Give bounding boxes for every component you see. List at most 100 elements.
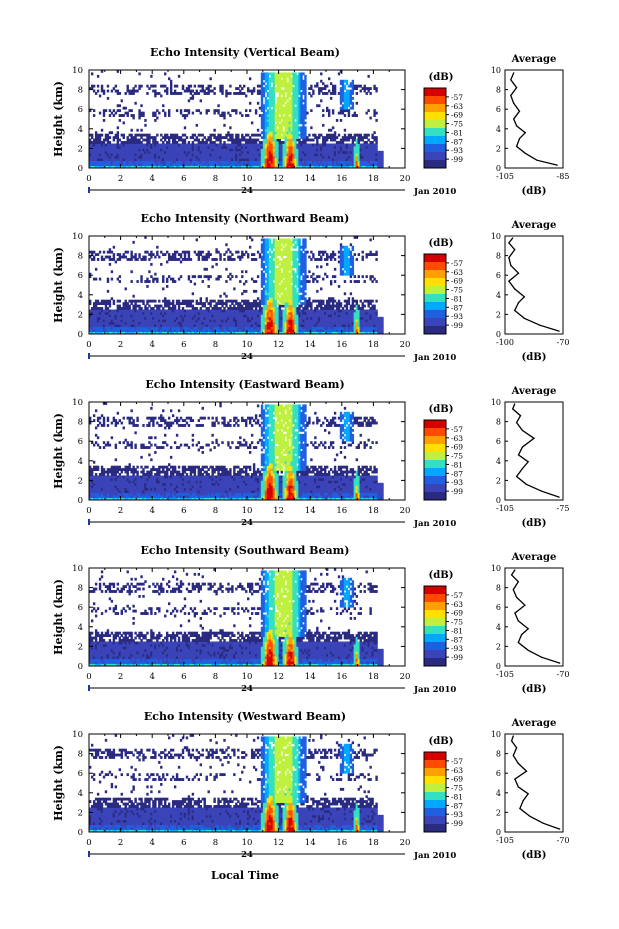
- heatmap-cell: [154, 84, 157, 88]
- heatmap-cell: [110, 111, 114, 115]
- heatmap-cell: [211, 311, 214, 315]
- heatmap-cell: [227, 314, 230, 318]
- heatmap-cell: [314, 148, 317, 152]
- heatmap-cell: [365, 158, 368, 162]
- heatmap-cell: [156, 148, 159, 152]
- heatmap-cell: [331, 89, 335, 93]
- y-axis-title: Height (km): [52, 81, 65, 157]
- heatmap-cell: [341, 150, 345, 154]
- heatmap-cell: [116, 126, 120, 130]
- heatmap-cell: [108, 109, 112, 113]
- heatmap-cell: [193, 92, 197, 95]
- heatmap-cell: [132, 145, 135, 149]
- heatmap-cell: [270, 99, 274, 103]
- heatmap-cell: [225, 133, 228, 137]
- heatmap-cell: [173, 326, 177, 330]
- heatmap-cell: [207, 153, 210, 157]
- heatmap-cell: [126, 319, 129, 323]
- heatmap-cell: [134, 255, 137, 259]
- heatmap-cell: [215, 314, 218, 318]
- heatmap-cell: [288, 141, 291, 144]
- heatmap-cell: [365, 111, 368, 115]
- heatmap-cell: [152, 165, 155, 169]
- heatmap-cell: [92, 109, 96, 113]
- heatmap-cell: [341, 158, 345, 162]
- heatmap-cell: [272, 160, 276, 164]
- heatmap-cell: [94, 165, 98, 169]
- heatmap-cell: [215, 109, 218, 113]
- heatmap-cell: [136, 141, 139, 144]
- heatmap-cell: [132, 150, 135, 154]
- heatmap-cell: [138, 116, 141, 120]
- heatmap-cell: [335, 153, 339, 157]
- heatmap-cell: [132, 92, 135, 95]
- heatmap-cell: [245, 155, 248, 159]
- heatmap-cell: [152, 311, 155, 315]
- heatmap-cell: [205, 326, 208, 330]
- profile-point: [513, 72, 515, 74]
- heatmap-cell: [304, 111, 307, 115]
- heatmap-cell: [187, 329, 191, 332]
- heatmap-cell: [333, 163, 337, 166]
- heatmap-cell: [102, 309, 106, 313]
- heatmap-cell: [288, 84, 291, 88]
- heatmap-cell: [213, 111, 216, 115]
- heatmap-cell: [345, 153, 349, 157]
- heatmap-cell: [250, 160, 254, 164]
- heatmap-cell: [223, 321, 226, 325]
- heatmap-cell: [268, 101, 272, 105]
- heatmap-cell: [258, 331, 262, 335]
- heatmap-cell: [144, 314, 147, 318]
- heatmap-cell: [243, 331, 246, 335]
- heatmap-cell: [217, 311, 220, 315]
- heatmap-cell: [136, 155, 139, 159]
- heatmap-cell: [177, 309, 181, 313]
- heatmap-cell: [183, 145, 187, 149]
- heatmap-cell: [175, 324, 179, 328]
- heatmap-cell: [175, 299, 179, 303]
- heatmap-cell: [168, 253, 171, 256]
- heatmap-cell: [164, 309, 167, 313]
- heatmap-cell: [158, 160, 161, 164]
- heatmap-cell: [327, 111, 331, 115]
- heatmap-cell: [351, 158, 355, 162]
- heatmap-cell: [314, 133, 317, 137]
- heatmap-cell: [221, 163, 224, 166]
- heatmap-cell: [268, 143, 272, 147]
- heatmap-cell: [187, 148, 191, 152]
- heatmap-cell: [223, 143, 226, 147]
- heatmap-cell: [183, 160, 187, 164]
- heatmap-cell: [316, 160, 319, 164]
- heatmap-cell: [227, 111, 230, 115]
- heatmap-cell: [217, 331, 220, 335]
- heatmap-cell: [272, 82, 276, 86]
- heatmap-cell: [138, 72, 141, 76]
- heatmap-cell: [262, 163, 266, 166]
- heatmap-cell: [189, 158, 193, 162]
- heatmap-cell: [302, 160, 305, 164]
- heatmap-cell: [130, 302, 133, 305]
- heatmap-cell: [162, 321, 165, 325]
- heatmap-cell: [231, 299, 234, 303]
- heatmap-cell: [262, 94, 266, 98]
- heatmap-cell: [298, 165, 301, 169]
- heatmap-cell: [300, 87, 303, 90]
- heatmap-cell: [341, 84, 345, 88]
- heatmap-cell: [148, 304, 151, 308]
- heatmap-cell: [223, 314, 226, 318]
- heatmap-cell: [179, 321, 183, 325]
- heatmap-cell: [166, 329, 169, 332]
- heatmap-cell: [247, 165, 250, 169]
- heatmap-cell: [179, 153, 183, 157]
- heatmap-cell: [122, 331, 125, 335]
- heatmap-cell: [211, 141, 214, 144]
- heatmap-cell: [247, 89, 250, 93]
- heatmap-cell: [160, 316, 163, 320]
- heatmap-cell: [243, 326, 246, 330]
- heatmap-cell: [169, 307, 173, 310]
- heatmap-cell: [160, 153, 163, 157]
- heatmap-cell: [118, 153, 122, 157]
- heatmap-cell: [140, 158, 143, 162]
- heatmap-cell: [343, 79, 347, 83]
- heatmap-cell: [140, 114, 143, 117]
